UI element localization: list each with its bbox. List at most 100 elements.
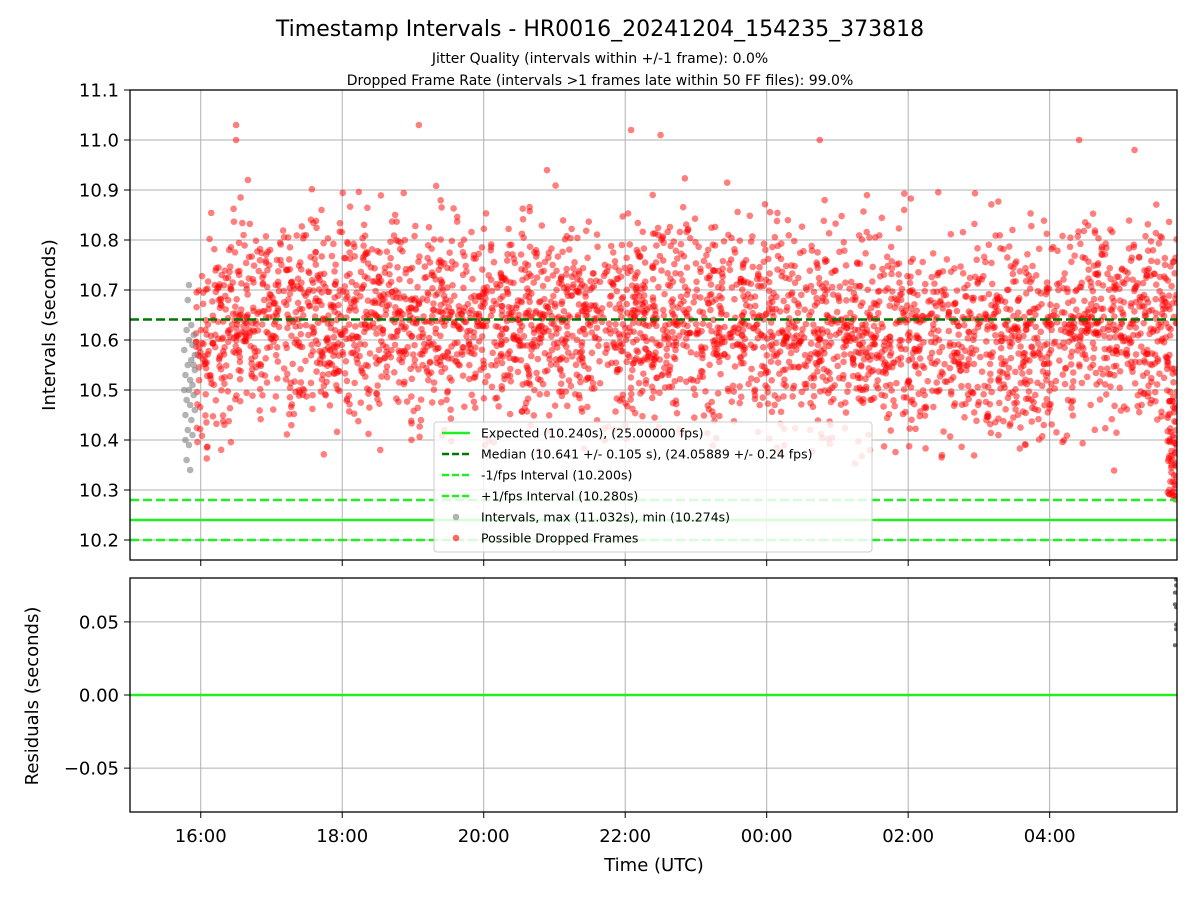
dropped-frame-point — [1001, 298, 1009, 306]
dropped-frame-point — [933, 288, 941, 296]
dropped-frame-point — [654, 224, 662, 232]
dropped-frame-point — [796, 337, 803, 344]
dropped-frame-point — [516, 319, 524, 327]
dropped-frame-point — [842, 409, 850, 416]
dropped-frame-point — [468, 349, 475, 357]
dropped-frame-point — [1040, 421, 1048, 429]
dropped-frame-point — [553, 286, 560, 294]
dropped-frame-point — [898, 336, 905, 344]
dropped-frame-point — [471, 344, 479, 351]
dropped-frame-point — [738, 312, 746, 320]
dropped-frame-point — [945, 327, 953, 335]
dropped-frame-point — [300, 386, 308, 394]
dropped-frame-point — [1071, 324, 1079, 332]
dropped-frame-point — [224, 338, 232, 346]
dropped-frame-point — [928, 273, 936, 281]
dropped-frame-point — [1010, 414, 1017, 421]
dropped-frame-point — [518, 230, 526, 238]
dropped-frame-point — [547, 361, 555, 369]
dropped-frame-point — [466, 361, 473, 369]
dropped-frame-point — [1083, 373, 1091, 381]
dropped-frame-point — [1165, 455, 1173, 462]
dropped-frame-point — [283, 431, 291, 438]
dropped-frame-point — [258, 371, 265, 378]
dropped-frame-point — [947, 230, 955, 238]
dropped-frame-point — [876, 232, 883, 239]
dropped-frame-point — [227, 285, 234, 293]
dropped-frame-point — [507, 378, 515, 385]
dropped-frame-point — [210, 381, 218, 388]
legend-entry-label: Intervals, max (11.032s), min (10.274s) — [481, 510, 730, 525]
dropped-frame-point — [1147, 237, 1155, 245]
dropped-frame-point — [1054, 247, 1061, 255]
dropped-frame-point — [664, 269, 671, 277]
dropped-frame-point — [400, 293, 408, 300]
dropped-frame-point — [1131, 308, 1138, 315]
dropped-frame-point — [976, 353, 984, 361]
dropped-frame-point — [567, 382, 575, 390]
dropped-frame-point — [710, 316, 717, 324]
dropped-frame-point — [870, 322, 878, 330]
dropped-frame-point — [787, 349, 795, 357]
dropped-frame-point — [1004, 254, 1011, 261]
top-y-tick-label: 11.1 — [79, 81, 119, 102]
dropped-frame-point — [629, 319, 637, 327]
dropped-frame-point — [582, 227, 590, 235]
dropped-frame-point — [1072, 335, 1079, 342]
dropped-frame-point — [836, 248, 843, 256]
dropped-frame-point — [994, 295, 1001, 302]
dropped-frame-point — [551, 300, 559, 308]
dropped-frame-point — [1043, 279, 1051, 286]
dropped-frame-point — [627, 267, 634, 275]
dropped-frame-point — [723, 311, 730, 319]
dropped-frame-point — [308, 185, 316, 193]
dropped-frame-point — [955, 322, 962, 330]
dropped-frame-point — [509, 251, 516, 258]
dropped-frame-point — [305, 269, 313, 277]
dropped-frame-point — [815, 358, 823, 366]
dropped-frame-point — [408, 375, 416, 383]
dropped-frame-point — [221, 373, 228, 381]
dropped-frame-point — [746, 303, 754, 310]
dropped-frame-point — [503, 277, 510, 284]
dropped-frame-point — [355, 188, 363, 196]
dropped-frame-point — [895, 260, 903, 267]
dropped-frame-point — [617, 307, 624, 315]
interval-point — [182, 371, 189, 379]
dropped-frame-point — [263, 379, 271, 386]
dropped-frame-point — [753, 376, 761, 384]
dropped-frame-point — [393, 294, 400, 301]
dropped-frame-point — [487, 243, 495, 251]
dropped-frame-point — [1014, 309, 1022, 316]
dropped-frame-point — [439, 286, 447, 294]
dropped-frame-point — [874, 377, 882, 384]
dropped-frame-point — [963, 366, 970, 374]
dropped-frame-point — [345, 321, 353, 328]
dropped-frame-point — [259, 391, 266, 399]
dropped-frame-point — [737, 359, 745, 367]
dropped-frame-point — [907, 195, 915, 202]
dropped-frame-point — [526, 381, 534, 388]
dropped-frame-point — [299, 312, 307, 319]
dropped-frame-point — [230, 348, 237, 355]
dropped-frame-point — [794, 309, 802, 317]
dropped-frame-point — [262, 355, 269, 362]
dropped-frame-point — [798, 388, 806, 396]
dropped-frame-point — [1074, 233, 1082, 240]
dropped-frame-point — [961, 347, 969, 355]
dropped-frame-point — [416, 253, 423, 260]
dropped-frame-point — [386, 262, 393, 269]
dropped-frame-point — [832, 267, 839, 274]
dropped-frame-point — [273, 375, 281, 382]
dropped-frame-point — [868, 352, 875, 359]
dropped-frame-point — [615, 330, 623, 338]
dropped-frame-point — [706, 361, 713, 369]
dropped-frame-point — [1045, 359, 1053, 367]
dropped-frame-point — [1153, 201, 1160, 208]
dropped-frame-point — [198, 432, 206, 440]
dropped-frame-point — [831, 381, 838, 389]
dropped-frame-point — [693, 350, 701, 358]
dropped-frame-point — [801, 351, 809, 359]
dropped-frame-point — [1108, 228, 1116, 236]
dropped-frame-point — [498, 359, 506, 367]
